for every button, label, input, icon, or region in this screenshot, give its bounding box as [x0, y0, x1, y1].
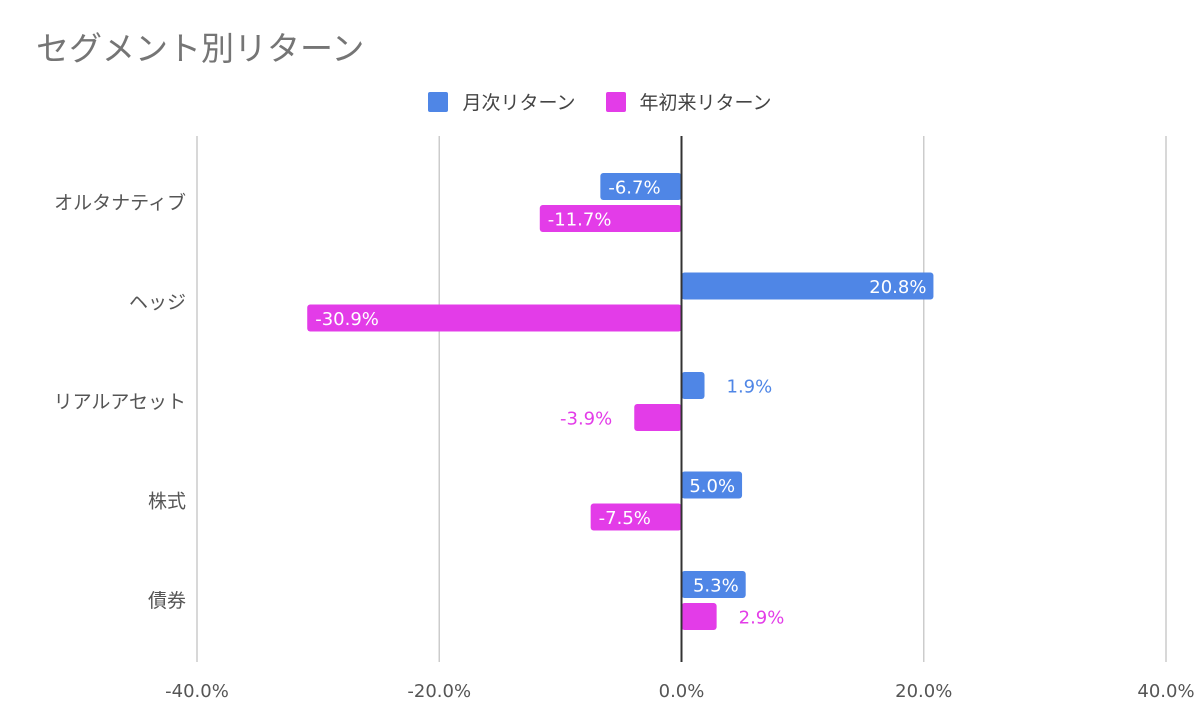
data-label: 2.9% [739, 608, 785, 629]
bar [307, 304, 682, 332]
bar [590, 503, 682, 531]
bar [600, 173, 682, 200]
data-label: 1.9% [727, 377, 773, 398]
data-label: -11.7% [548, 210, 612, 231]
category-label: オルタナティブ [54, 191, 186, 214]
legend: 月次リターン 年初来リターン [0, 88, 1200, 115]
x-tick-label: -40.0% [165, 681, 229, 702]
bar [681, 372, 705, 399]
bar [634, 404, 682, 431]
x-tick-label: 40.0% [1137, 681, 1194, 702]
legend-item-ytd: 年初来リターン [605, 88, 772, 115]
bar [681, 471, 743, 499]
data-label: 5.3% [693, 576, 739, 597]
x-tick-label: 0.0% [659, 681, 705, 702]
bar [681, 272, 934, 300]
bar [539, 205, 682, 232]
category-label: 債券 [148, 590, 186, 612]
category-label: リアルアセット [54, 391, 186, 413]
x-tick-label: -20.0% [407, 681, 471, 702]
legend-label-ytd: 年初来リターン [639, 92, 772, 114]
legend-item-monthly: 月次リターン [428, 88, 576, 115]
data-label: 20.8% [869, 277, 926, 298]
legend-label-monthly: 月次リターン [462, 92, 576, 114]
legend-swatch-monthly [428, 91, 449, 112]
legend-swatch-ytd [605, 91, 626, 112]
bar [681, 603, 717, 630]
bar [681, 571, 746, 598]
data-label: -7.5% [599, 508, 651, 529]
category-label: ヘッジ [129, 292, 186, 314]
chart-title: セグメント別リターン [36, 29, 365, 68]
x-tick-label: 20.0% [895, 681, 952, 702]
data-label: -3.9% [560, 409, 612, 430]
data-label: -6.7% [608, 178, 660, 199]
category-label: 株式 [148, 491, 186, 513]
data-label: 5.0% [689, 476, 735, 497]
data-label: -30.9% [315, 309, 379, 330]
